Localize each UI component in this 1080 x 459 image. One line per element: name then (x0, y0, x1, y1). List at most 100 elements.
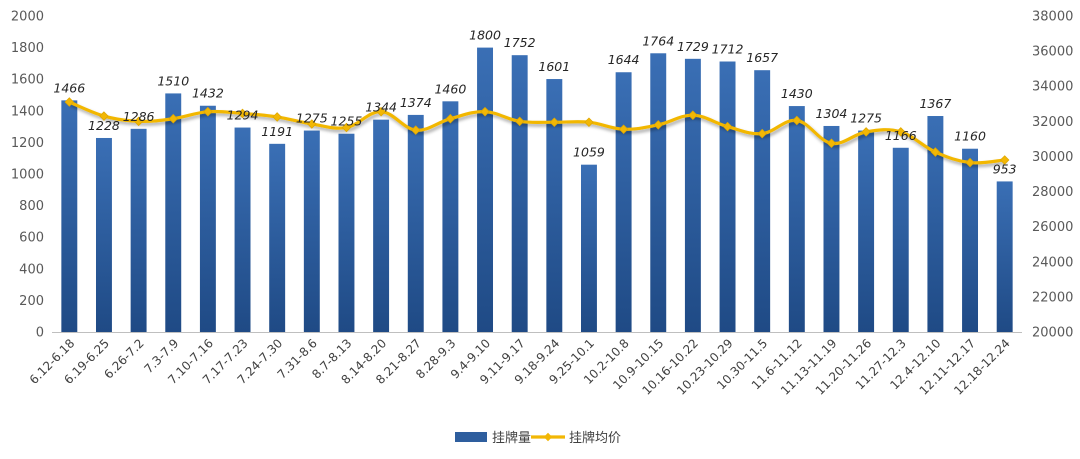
bar (962, 148, 979, 332)
bar (684, 58, 701, 333)
avg-price-marker (895, 127, 906, 137)
bar-value-label: 1275 (850, 111, 882, 126)
avg-price-marker (722, 121, 733, 132)
bar (892, 147, 909, 332)
bar (546, 79, 563, 333)
bar-value-label: 1367 (919, 96, 951, 111)
bar-value-label: 1430 (781, 86, 813, 101)
bar-value-label: 1729 (677, 39, 709, 54)
bar-value-label: 1657 (746, 50, 778, 65)
bar (234, 127, 251, 332)
bar (650, 53, 667, 333)
bar-value-label: 1160 (954, 129, 986, 144)
bar-value-label: 1166 (885, 128, 917, 143)
bar-value-label: 1304 (816, 106, 848, 121)
bar-value-label: 1059 (573, 145, 605, 160)
bar (580, 164, 597, 332)
avg-price-marker (653, 120, 664, 130)
avg-price-marker (514, 116, 525, 127)
avg-price-marker (861, 127, 871, 137)
avg-price-marker (792, 115, 802, 126)
bar (477, 47, 494, 332)
y-right-tick-label: 20000 (1032, 326, 1073, 341)
avg-price-marker (999, 155, 1010, 165)
y-right-tick-label: 38000 (1032, 10, 1073, 25)
avg-price-line (68, 100, 1005, 165)
y-right-tick-label: 32000 (1032, 115, 1073, 130)
bar-value-label: 1432 (192, 86, 224, 101)
y-right-tick-label: 24000 (1032, 255, 1073, 270)
y-right-tick-label: 34000 (1032, 80, 1073, 95)
bar-value-label: 1752 (504, 35, 536, 50)
bar-value-label: 1286 (123, 109, 155, 124)
bar (61, 100, 78, 332)
bar (442, 101, 459, 332)
bar (338, 133, 355, 332)
bar (165, 93, 182, 332)
bar-value-label: 1466 (53, 80, 85, 95)
bar-value-label: 1800 (469, 28, 501, 43)
bar-value-label: 1764 (642, 33, 674, 48)
bar-value-label: 1601 (538, 59, 570, 74)
y-right-tick-label: 26000 (1032, 220, 1073, 235)
avg-price-marker (168, 113, 179, 124)
bar-value-label: 1294 (227, 108, 259, 123)
bar-value-label: 1712 (712, 42, 744, 57)
bar (788, 106, 805, 332)
y-left-tick-label: 800 (19, 199, 44, 214)
avg-price-marker (99, 111, 109, 121)
y-left-tick-label: 1200 (11, 136, 44, 151)
bar (269, 143, 286, 332)
avg-price-marker (272, 112, 282, 122)
y-right-tick-label: 36000 (1032, 45, 1073, 60)
avg-price-marker (480, 106, 490, 117)
bar-value-label: 1275 (296, 111, 328, 126)
avg-price-marker (930, 147, 941, 157)
avg-price-marker (826, 138, 837, 149)
bar (615, 72, 632, 333)
avg-price-marker (64, 97, 75, 107)
bar-value-label: 1191 (261, 124, 293, 139)
avg-price-marker (376, 106, 386, 117)
avg-price-marker (549, 117, 560, 127)
bar-value-label: 1228 (88, 118, 120, 133)
bar (95, 137, 112, 332)
bar (823, 125, 840, 332)
avg-price-marker (203, 106, 213, 117)
y-left-tick-label: 600 (19, 231, 44, 246)
y-left-tick-label: 1800 (11, 41, 44, 56)
y-left-tick-label: 1000 (11, 168, 44, 183)
avg-price-marker (133, 116, 144, 127)
avg-price-marker (410, 125, 421, 135)
bar (303, 130, 320, 332)
avg-price-marker (688, 110, 698, 120)
avg-price-marker (307, 119, 317, 129)
y-left-tick-label: 1400 (11, 104, 44, 119)
bar-value-label: 1374 (400, 95, 432, 110)
legend-label-listing-count: 挂牌量 (492, 430, 531, 446)
avg-price-marker (965, 157, 975, 168)
y-left-tick-label: 0 (36, 326, 44, 341)
legend-label-avg-price: 挂牌均价 (569, 430, 621, 446)
bar (373, 119, 390, 332)
bar (927, 116, 944, 332)
bar (199, 105, 216, 332)
avg-price-marker (757, 128, 767, 139)
bar-value-label: 1460 (434, 81, 466, 96)
avg-price-marker (341, 122, 352, 133)
y-left-tick-label: 400 (19, 262, 44, 277)
y-right-tick-label: 22000 (1032, 290, 1073, 305)
bar (407, 114, 424, 333)
avg-price-marker (237, 108, 248, 119)
bar-value-label: 1644 (608, 52, 640, 67)
bar (858, 130, 875, 332)
bar (130, 128, 147, 332)
bar-value-label: 1510 (157, 73, 189, 88)
legend-swatch-bar (455, 432, 487, 442)
avg-price-marker (618, 124, 629, 134)
avg-price-marker (445, 113, 456, 124)
y-left-tick-label: 2000 (11, 10, 44, 25)
bar-value-label: 1255 (331, 114, 363, 129)
